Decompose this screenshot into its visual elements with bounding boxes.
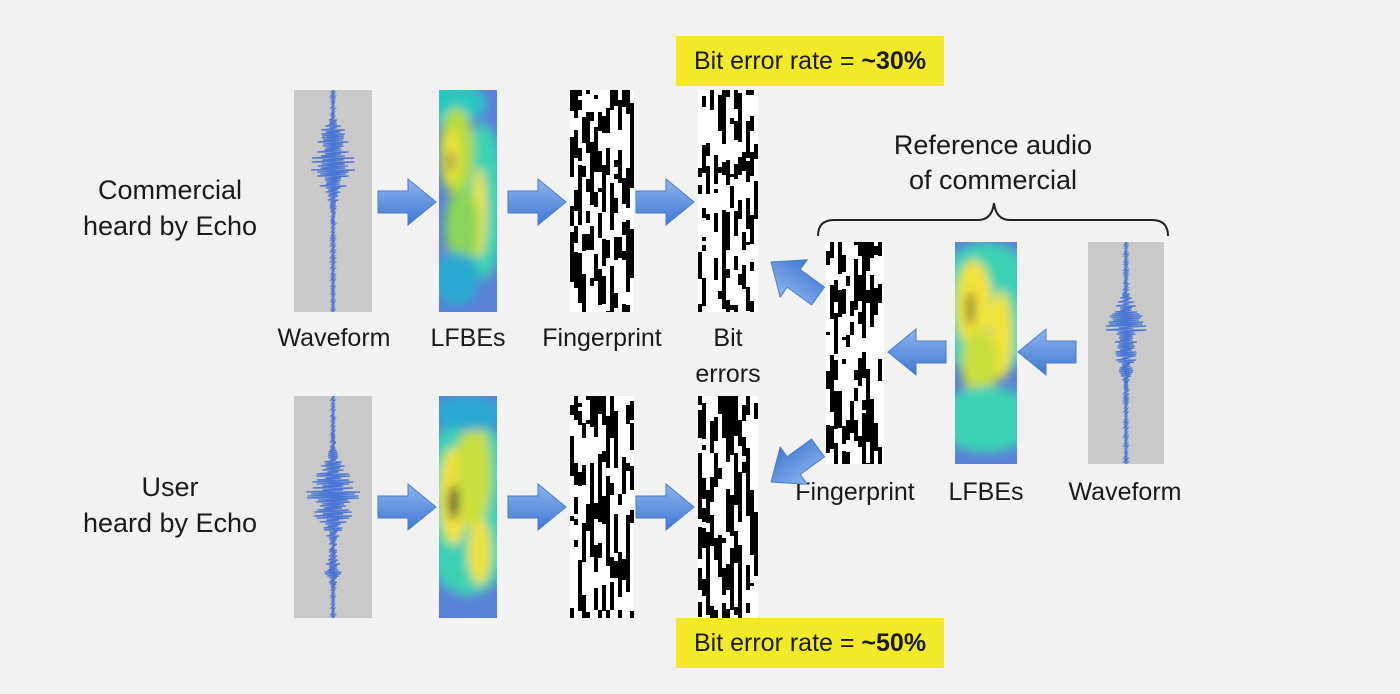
reference-title: Reference audio of commercial	[893, 130, 1093, 196]
block-arrow-icon	[635, 483, 695, 531]
lfbe-panel-commercial	[439, 90, 497, 312]
fingerprint-panel-commercial	[570, 90, 634, 312]
callout-bottom-value: ~50%	[861, 629, 927, 657]
lfbe-heatmap	[439, 396, 497, 618]
fingerprint-pattern	[826, 242, 884, 464]
block-arrow-icon	[507, 178, 567, 226]
curly-brace-icon	[817, 202, 1169, 237]
label-reference-lfbes: LFBEs	[948, 478, 1024, 506]
block-arrow-icon	[507, 483, 567, 531]
lfbe-heatmap	[439, 90, 497, 312]
row-label-user: User heard by Echo	[82, 472, 258, 539]
label-waveform: Waveform	[277, 324, 391, 352]
row-label-commercial: Commercial heard by Echo	[82, 175, 258, 242]
callout-top-text: Bit error rate =	[694, 47, 862, 75]
bit-errors-panel-commercial	[698, 90, 758, 312]
label-fingerprint: Fingerprint	[542, 324, 662, 352]
fingerprint-panel-user	[570, 396, 634, 618]
waveform-plot	[294, 396, 372, 618]
callout-bottom-text: Bit error rate =	[694, 629, 862, 657]
callout-top-value: ~30%	[861, 47, 927, 75]
waveform-plot	[294, 90, 372, 312]
lfbe-panel-user	[439, 396, 497, 618]
label-reference-fingerprint: Fingerprint	[795, 478, 915, 506]
bit-errors-panel-user	[698, 396, 758, 618]
waveform-panel-reference	[1088, 242, 1164, 464]
fingerprint-pattern	[570, 396, 634, 618]
label-reference-waveform: Waveform	[1068, 478, 1182, 506]
waveform-panel-commercial	[294, 90, 372, 312]
waveform-panel-user	[294, 396, 372, 618]
block-arrow-icon	[757, 242, 833, 316]
fingerprint-pattern	[570, 90, 634, 312]
block-arrow-icon	[377, 178, 437, 226]
block-arrow-icon	[757, 428, 833, 502]
block-arrow-icon	[887, 328, 947, 376]
bit-error-rate-bottom-callout: Bit error rate = ~50%	[676, 618, 945, 668]
label-bit-errors: Bit errors	[695, 324, 761, 389]
lfbe-heatmap	[955, 242, 1017, 464]
block-arrow-icon	[1017, 328, 1077, 376]
bit-error-pattern	[698, 396, 758, 618]
waveform-plot	[1088, 242, 1164, 464]
lfbe-panel-reference	[955, 242, 1017, 464]
bit-error-pattern	[698, 90, 758, 312]
block-arrow-icon	[635, 178, 695, 226]
bit-error-rate-top-callout: Bit error rate = ~30%	[676, 36, 945, 86]
label-lfbes: LFBEs	[430, 324, 506, 352]
block-arrow-icon	[377, 483, 437, 531]
fingerprint-panel-reference	[826, 242, 884, 464]
